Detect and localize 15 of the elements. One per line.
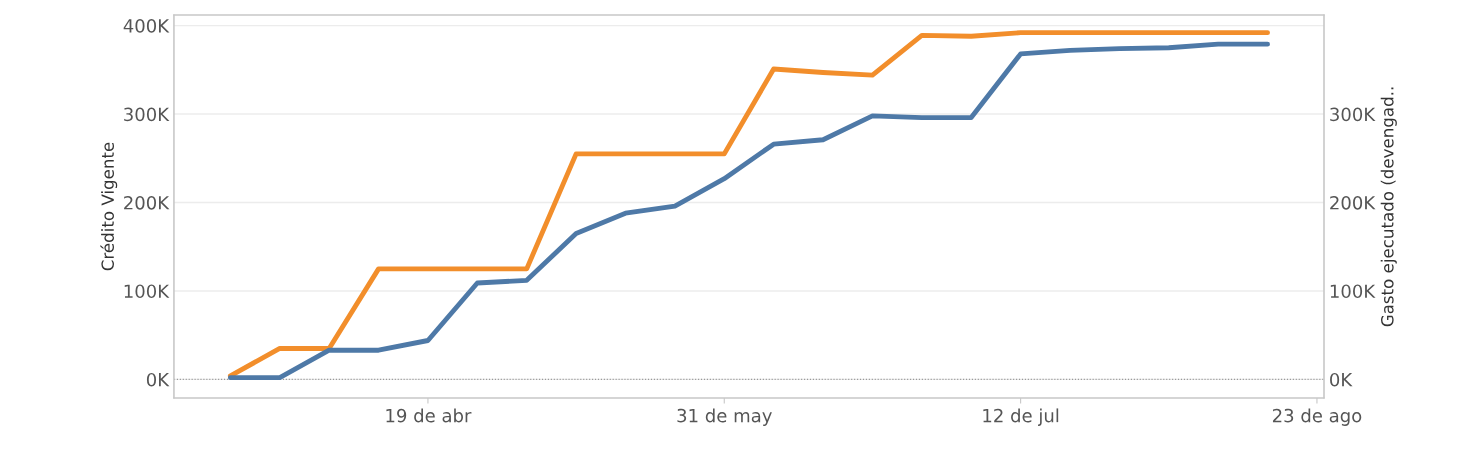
y2-tick-label: 0K: [1330, 372, 1353, 387]
x-tick-label: 31 de may: [677, 408, 772, 426]
y2-tick-label: 100K: [1330, 284, 1376, 299]
x-tick-label: 19 de abr: [386, 408, 472, 423]
y-axis-title: Crédito Vigente: [100, 142, 118, 271]
y-tick-label: 100K: [124, 284, 170, 299]
y2-axis-title: Gasto ejecutado (devengad..: [1380, 87, 1397, 327]
y-tick-label: 200K: [124, 195, 170, 210]
x-tick-label: 23 de ago: [1272, 408, 1362, 426]
y2-tick-label: 200K: [1330, 195, 1376, 210]
y-tick-label: 300K: [124, 107, 170, 122]
y-tick-label: 0K: [146, 372, 170, 387]
y-tick-label: 400K: [123, 19, 170, 33]
y2-tick-label: 300K: [1330, 107, 1376, 122]
x-tick-label: 12 de jul: [983, 408, 1059, 426]
